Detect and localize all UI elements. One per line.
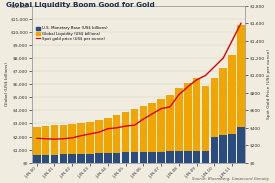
Bar xyxy=(211,137,218,163)
Text: Global Liquidity Boom Good for Gold: Global Liquidity Boom Good for Gold xyxy=(6,2,154,8)
Bar xyxy=(33,155,40,163)
Bar xyxy=(148,102,156,163)
Bar xyxy=(139,152,147,163)
Bar xyxy=(166,152,174,163)
Bar xyxy=(175,151,183,163)
Bar xyxy=(131,109,138,163)
Bar xyxy=(157,99,165,163)
Bar xyxy=(77,124,85,163)
Bar xyxy=(60,154,67,163)
Bar xyxy=(184,151,191,163)
Bar xyxy=(77,154,85,163)
Bar xyxy=(193,78,200,163)
Text: Source: Bloomberg, Canaccord Genuity: Source: Bloomberg, Canaccord Genuity xyxy=(192,177,270,181)
Bar xyxy=(51,125,58,163)
Bar xyxy=(237,127,245,163)
Bar xyxy=(211,78,218,163)
Bar xyxy=(219,135,227,163)
Bar xyxy=(113,153,120,163)
Bar xyxy=(68,124,76,163)
Bar xyxy=(42,155,50,163)
Bar xyxy=(228,134,236,163)
Bar xyxy=(122,152,129,163)
Bar xyxy=(104,153,112,163)
Bar xyxy=(184,83,191,163)
Bar xyxy=(95,120,103,163)
Y-axis label: Global (US$ billions): Global (US$ billions) xyxy=(4,62,8,106)
Bar xyxy=(86,154,94,163)
Bar xyxy=(228,55,236,163)
Bar xyxy=(113,115,120,163)
Bar xyxy=(202,85,209,163)
Bar xyxy=(122,112,129,163)
Bar xyxy=(166,95,174,163)
Bar xyxy=(51,155,58,163)
Bar xyxy=(219,68,227,163)
Bar xyxy=(104,118,112,163)
Bar xyxy=(60,125,67,163)
Bar xyxy=(193,151,200,163)
Bar xyxy=(202,151,209,163)
Bar xyxy=(148,152,156,163)
Bar xyxy=(157,152,165,163)
Bar xyxy=(42,126,50,163)
Bar xyxy=(131,152,138,163)
Bar xyxy=(86,122,94,163)
Bar xyxy=(237,25,245,163)
Bar xyxy=(95,153,103,163)
Bar xyxy=(68,154,76,163)
Bar xyxy=(33,127,40,163)
Y-axis label: Spot Gold Price (US$ per ounce): Spot Gold Price (US$ per ounce) xyxy=(267,49,271,119)
Bar xyxy=(175,88,183,163)
Legend: U.S. Monetary Base (US$ billions), Global Liquidity (US$ billions), Spot gold pr: U.S. Monetary Base (US$ billions), Globa… xyxy=(36,27,108,41)
Bar xyxy=(139,107,147,163)
